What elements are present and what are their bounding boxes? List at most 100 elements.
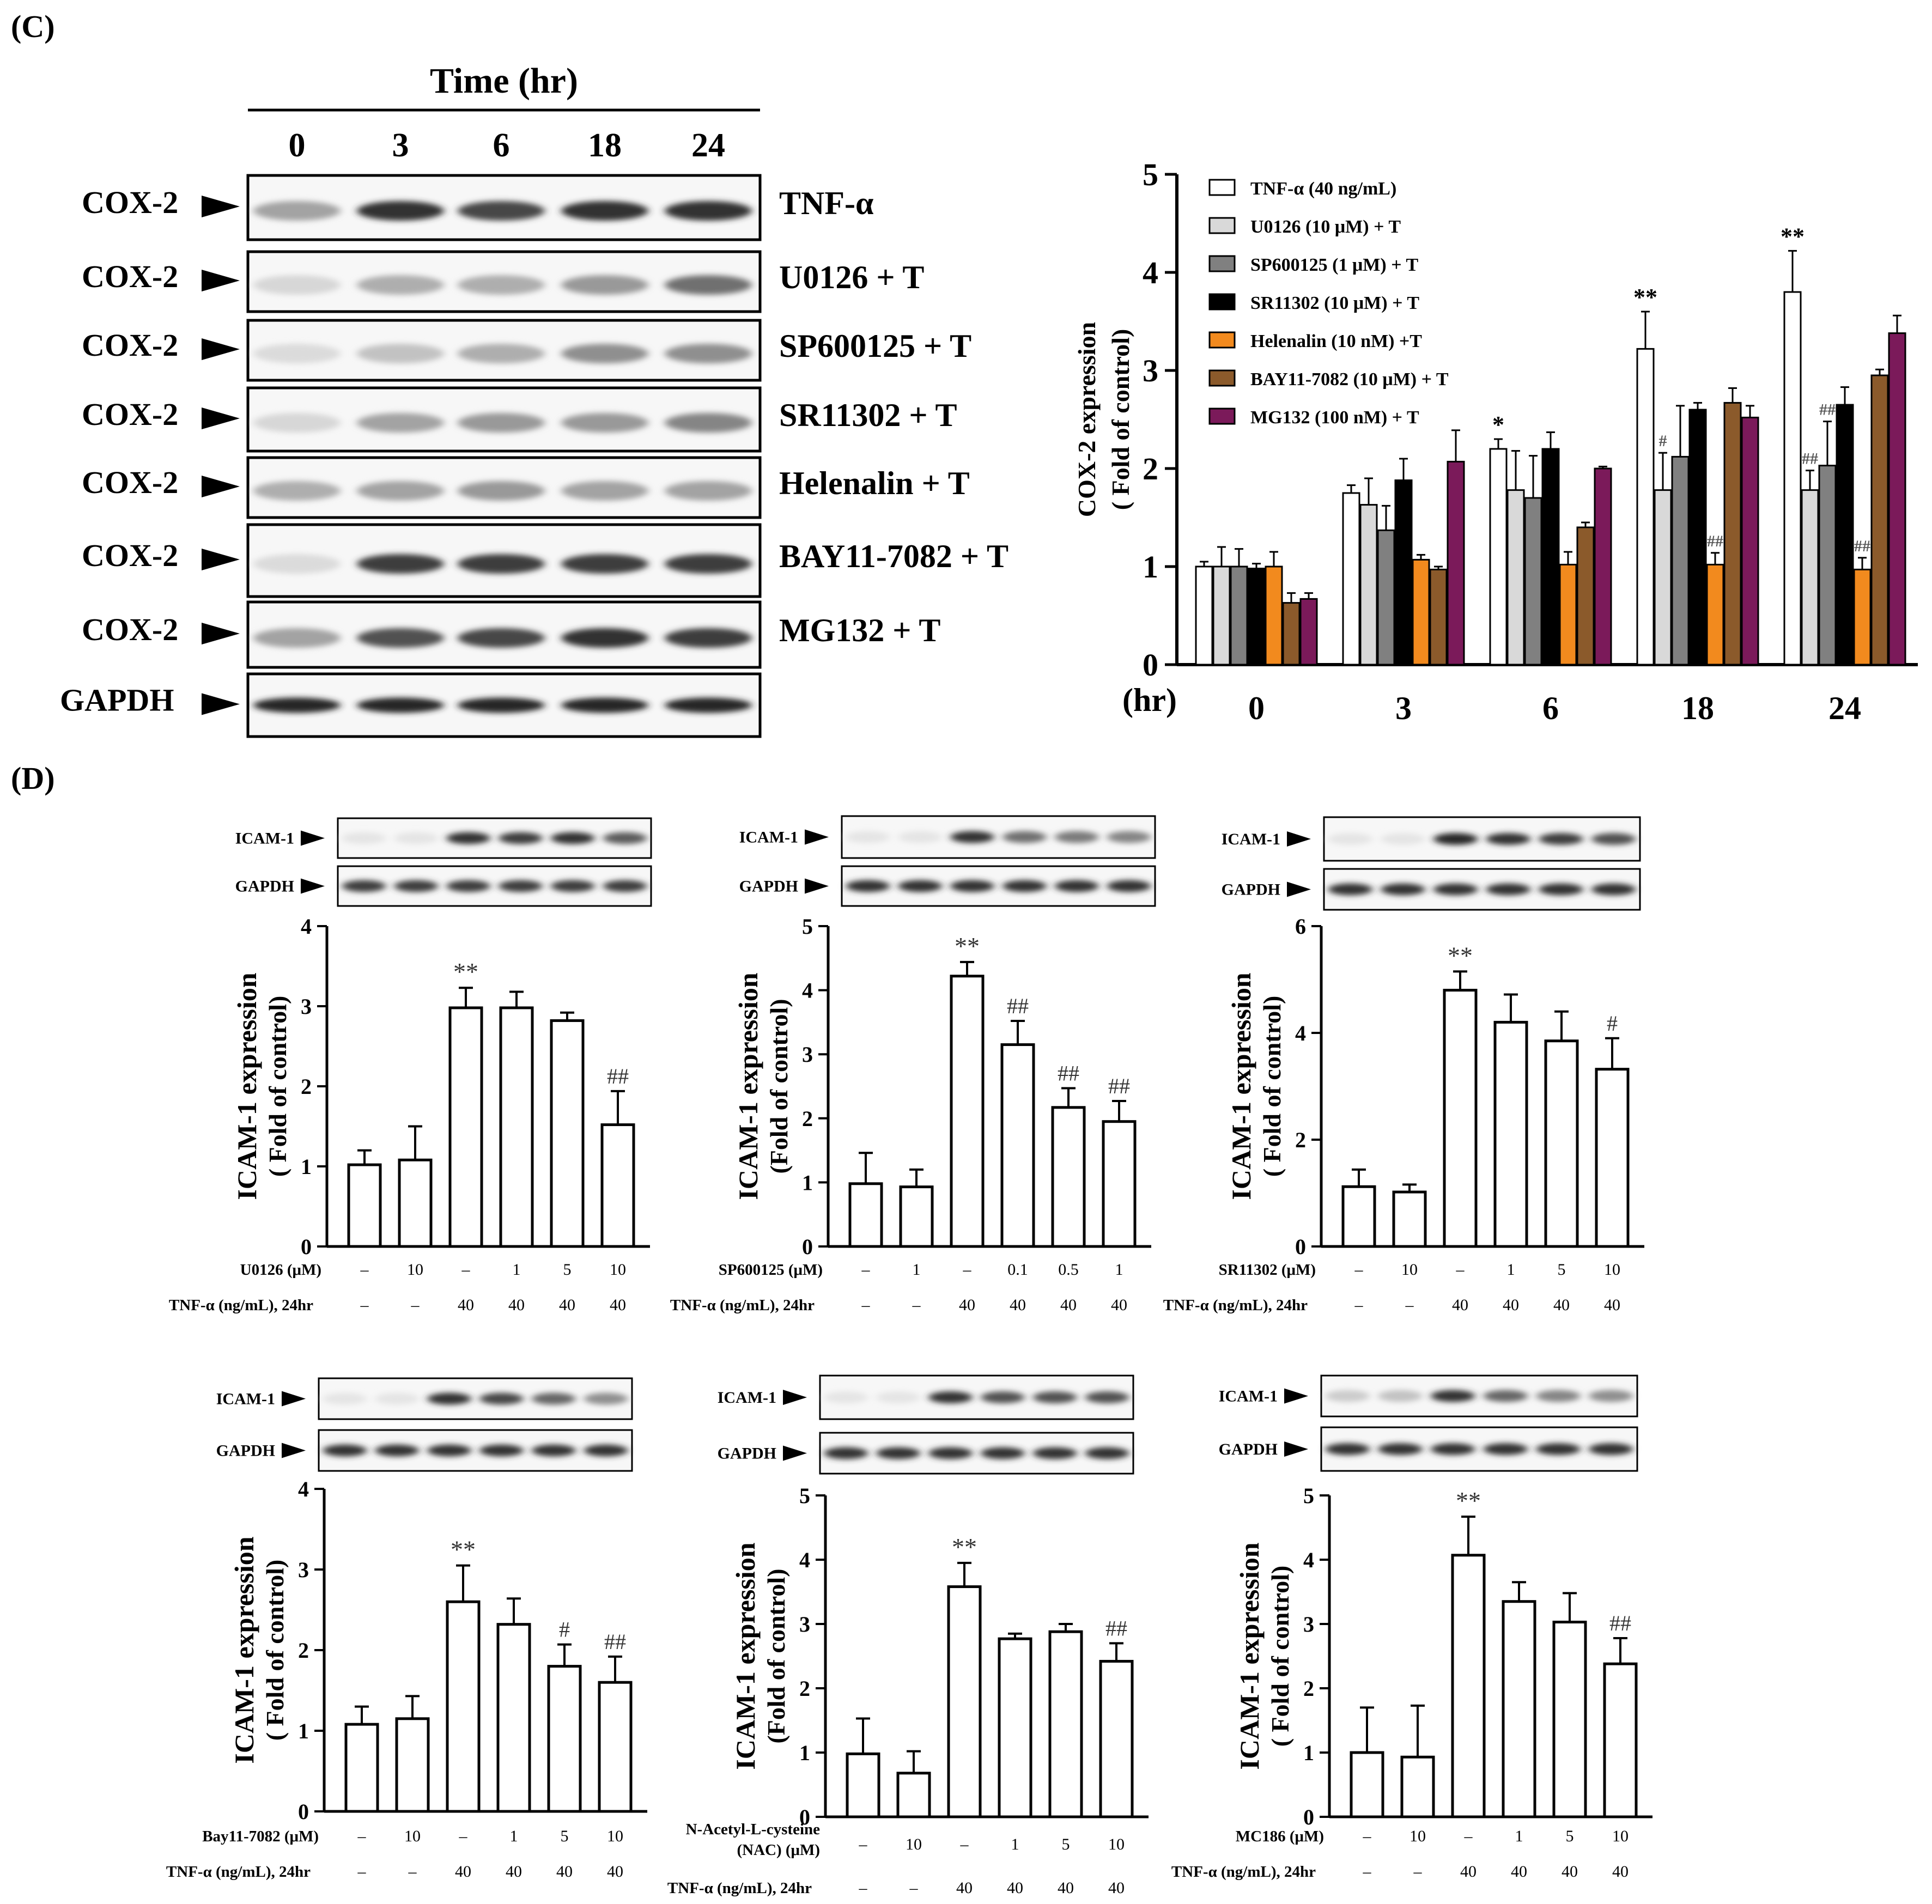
y-axis-label-2: ( Fold of control) — [1266, 1566, 1294, 1747]
blot-band — [253, 554, 341, 574]
bar — [1377, 529, 1395, 666]
y-tick-label: 0 — [1143, 647, 1158, 683]
dose-value: – — [360, 1261, 369, 1279]
blot-band — [1055, 880, 1099, 892]
bar — [1412, 558, 1430, 666]
arrowhead-icon — [1284, 1388, 1308, 1404]
significance-mark: ## — [607, 1064, 629, 1088]
legend-entry: SP600125 (1 μM) + T — [1250, 255, 1418, 275]
blot-band — [665, 481, 752, 501]
dose-value: – — [459, 1827, 468, 1845]
dose-value: – — [960, 1835, 969, 1853]
bar — [1099, 1659, 1134, 1818]
blot-band — [1536, 1443, 1581, 1455]
significance-mark: ## — [604, 1629, 626, 1654]
arrowhead-icon — [1284, 1441, 1308, 1457]
y-tick-label: 2 — [1143, 451, 1158, 486]
dose-value: – — [859, 1835, 868, 1853]
blot-frame — [1320, 1426, 1638, 1472]
significance-mark: ## — [1707, 532, 1723, 550]
tnf-row-label: TNF-α (ng/mL), 24hr — [166, 1863, 311, 1881]
blot-band — [561, 697, 648, 713]
y-tick-label: 6 — [1295, 914, 1306, 939]
y-tick-label: 2 — [802, 1106, 813, 1131]
y-axis-label: ICAM-1 expression — [1226, 972, 1256, 1200]
arrowhead-icon — [805, 829, 829, 845]
significance-mark: ** — [952, 1533, 977, 1561]
blot-frame — [841, 865, 1156, 907]
y-tick-label: 2 — [1295, 1128, 1306, 1152]
bar — [347, 1163, 382, 1248]
significance-mark: ## — [1802, 450, 1818, 468]
blot-band — [824, 1447, 868, 1459]
time-point-label: 3 — [392, 127, 409, 164]
blot-band — [1381, 883, 1425, 896]
blot-band — [253, 344, 341, 363]
blot-band — [458, 697, 545, 713]
arrowhead-icon — [805, 878, 829, 894]
blot-protein-label: COX-2 — [82, 612, 178, 647]
dose-row-label: N-Acetyl-L-cysteine — [686, 1821, 821, 1838]
bar — [950, 975, 985, 1248]
blot-band — [665, 201, 752, 221]
blot-band — [1483, 1390, 1528, 1402]
tnf-value: 40 — [1111, 1296, 1127, 1314]
tnf-value: 40 — [1562, 1863, 1578, 1881]
significance-mark: # — [559, 1617, 570, 1642]
blot-band — [1033, 1391, 1077, 1403]
significance-mark: * — [1492, 411, 1504, 438]
time-point-label: 6 — [493, 127, 510, 164]
tnf-value: 40 — [559, 1296, 575, 1314]
blot-row-7: GAPDH — [60, 672, 762, 738]
tnf-value: 40 — [508, 1296, 525, 1314]
dose-value: 10 — [407, 1261, 423, 1279]
y-tick-label: 1 — [298, 1719, 309, 1743]
time-point-label: 24 — [691, 127, 725, 164]
y-axis-label: ICAM-1 expression — [730, 1542, 761, 1769]
significance-mark: ## — [1819, 401, 1836, 419]
tnf-value: 40 — [1108, 1879, 1125, 1897]
y-axis-label-2: ( Fold of control) — [1107, 329, 1134, 510]
tnf-value: 40 — [455, 1863, 471, 1881]
legend-entry: MG132 (100 nM) + T — [1250, 407, 1419, 428]
dose-value: 0.1 — [1007, 1261, 1028, 1279]
blot-frame — [337, 817, 652, 859]
significance-mark: ** — [451, 1536, 476, 1564]
bar — [1654, 489, 1672, 666]
blot-band — [427, 1444, 471, 1457]
tnf-value: 40 — [1452, 1296, 1468, 1314]
bar — [1341, 1185, 1376, 1248]
tnf-value: 40 — [959, 1296, 975, 1314]
panel-d-label: (D) — [11, 761, 55, 796]
blot-protein-label: ICAM-1 — [235, 830, 294, 848]
blot-frame — [819, 1374, 1134, 1420]
blot-band — [357, 344, 444, 363]
tnf-value: – — [357, 1863, 367, 1881]
blot-band — [357, 481, 444, 501]
bar — [1443, 989, 1478, 1248]
dose-value: 1 — [913, 1261, 921, 1279]
blot-band — [1536, 1390, 1581, 1402]
blot-protein-label: GAPDH — [1219, 1440, 1278, 1458]
blot-band — [1328, 883, 1372, 896]
arrowhead-icon — [202, 549, 240, 570]
y-axis-label-2: (Fold of control) — [762, 1568, 790, 1743]
blot-band — [253, 275, 341, 295]
icam1-chart-mc186: ICAM-1 GAPDH 0 1 2 3 4 5 ICAM-1 expression( Fold… — [1171, 1374, 1652, 1881]
bar — [1559, 563, 1577, 666]
blot-frame — [1323, 868, 1641, 911]
bar — [1299, 598, 1318, 666]
blot-band — [1085, 1391, 1129, 1403]
significance-mark: ** — [1633, 284, 1657, 311]
blot-band — [357, 628, 444, 648]
bar — [1000, 1043, 1035, 1248]
dose-value: – — [1363, 1827, 1372, 1845]
dose-value: 1 — [1115, 1261, 1123, 1279]
blot-protein-label: GAPDH — [216, 1442, 275, 1460]
significance-mark: ## — [1058, 1061, 1079, 1086]
dose-value: 5 — [1566, 1827, 1574, 1845]
y-tick-label: 0 — [1303, 1805, 1314, 1829]
blot-band — [561, 554, 648, 574]
blot-protein-label: ICAM-1 — [216, 1390, 275, 1408]
